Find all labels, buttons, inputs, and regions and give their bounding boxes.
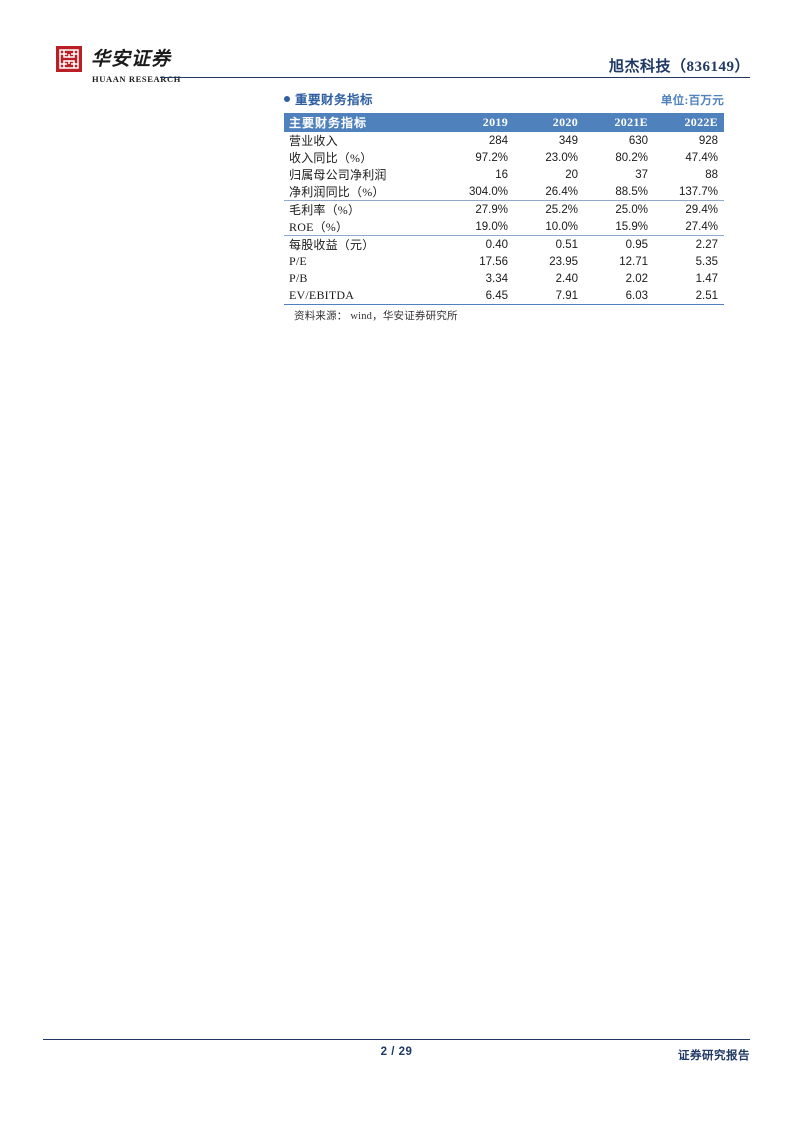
row-value: 12.71	[619, 255, 648, 268]
row-value: 349	[558, 134, 578, 147]
table-caption-row: 重要财务指标 单位:百万元	[284, 90, 724, 108]
row-value: 47.4%	[685, 151, 718, 164]
table-row: P/B 3.34 2.40 2.02 1.47	[284, 270, 724, 287]
table-row: 毛利率（%） 27.9% 25.2% 25.0% 29.4%	[284, 201, 724, 219]
row-value: 15.9%	[584, 218, 654, 236]
row-value: 6.45	[444, 287, 514, 305]
header-divider	[160, 77, 750, 78]
logo-row: 华安证券	[56, 46, 171, 72]
report-label: 证券研究报告	[678, 1050, 750, 1062]
row-value: 10.0%	[514, 218, 584, 236]
column-header-label: 主要财务指标	[284, 113, 444, 132]
row-label: 每股收益（元）	[289, 238, 375, 252]
row-label: 营业收入	[289, 134, 338, 148]
row-label: 收入同比（%）	[289, 151, 373, 165]
table-row: 收入同比（%） 97.2% 23.0% 80.2% 47.4%	[284, 149, 724, 166]
row-label: EV/EBITDA	[284, 287, 444, 305]
table-unit-note: 单位:百万元	[660, 95, 724, 107]
table-row: EV/EBITDA 6.45 7.91 6.03 2.51	[284, 287, 724, 305]
row-value: 1.47	[695, 272, 718, 285]
page-number: 2 / 29	[380, 1046, 413, 1058]
row-value: 284	[488, 134, 508, 147]
row-value: 27.9%	[475, 203, 508, 216]
table-header: 主要财务指标 2019 2020 2021E 2022E	[284, 113, 724, 132]
row-value: 304.0%	[444, 183, 514, 201]
page-footer: 2 / 29 证券研究报告	[0, 1032, 793, 1122]
row-label: 毛利率（%）	[289, 203, 361, 217]
row-value: 630	[628, 134, 648, 147]
row-label: 净利润同比（%）	[284, 183, 444, 201]
row-value: 80.2%	[615, 151, 648, 164]
row-value: 137.7%	[654, 183, 724, 201]
table-caption: 重要财务指标	[284, 89, 373, 108]
column-header-2022e: 2022E	[654, 113, 724, 132]
bullet-icon	[284, 95, 290, 102]
footer-divider	[43, 1039, 750, 1040]
table-source-note: 资料来源： wind，华安证券研究所	[294, 311, 458, 322]
row-value: 26.4%	[514, 183, 584, 201]
row-value: 5.35	[695, 255, 718, 268]
row-value: 0.40	[485, 238, 508, 251]
row-value: 7.91	[514, 287, 584, 305]
row-value: 0.95	[625, 238, 648, 251]
row-value: 928	[698, 134, 718, 147]
table-row: ROE（%） 19.0% 10.0% 15.9% 27.4%	[284, 218, 724, 236]
row-label: 归属母公司净利润	[289, 168, 387, 182]
table-header-row: 主要财务指标 2019 2020 2021E 2022E	[284, 113, 724, 132]
row-value: 2.27	[695, 238, 718, 251]
table-row: P/E 17.56 23.95 12.71 5.35	[284, 253, 724, 270]
row-value: 97.2%	[475, 151, 508, 164]
row-value: 6.03	[584, 287, 654, 305]
page-header: 华安证券 HUAAN RESEARCH 旭杰科技（836149）	[0, 0, 793, 86]
row-value: 23.0%	[545, 151, 578, 164]
row-value: 37	[635, 168, 648, 181]
logo-wordmark: 华安证券	[91, 48, 172, 70]
row-value: 16	[495, 168, 508, 181]
row-value: 88.5%	[584, 183, 654, 201]
table-row: 每股收益（元） 0.40 0.51 0.95 2.27	[284, 236, 724, 254]
financial-summary-block: 重要财务指标 单位:百万元 主要财务指标 2019 2020 2021E 202…	[284, 90, 724, 323]
column-header-2020: 2020	[514, 113, 584, 132]
row-label: ROE（%）	[284, 218, 444, 236]
row-label: P/B	[289, 271, 308, 285]
row-value: 19.0%	[444, 218, 514, 236]
table-row: 归属母公司净利润 16 20 37 88	[284, 166, 724, 183]
row-value: 23.95	[549, 255, 578, 268]
document-title: 旭杰科技（836149）	[608, 59, 750, 75]
logo-subtitle: HUAAN RESEARCH	[92, 74, 181, 84]
table-row: 净利润同比（%） 304.0% 26.4% 88.5% 137.7%	[284, 183, 724, 201]
table-body: 营业收入 284 349 630 928 收入同比（%） 97.2% 23.0%…	[284, 132, 724, 305]
huaan-seal-icon	[56, 46, 82, 72]
table-caption-text: 重要财务指标	[295, 93, 374, 107]
column-header-2019: 2019	[444, 113, 514, 132]
row-value: 25.0%	[615, 203, 648, 216]
column-header-2021e: 2021E	[584, 113, 654, 132]
row-value: 2.02	[625, 272, 648, 285]
row-value: 29.4%	[685, 203, 718, 216]
row-value: 88	[705, 168, 718, 181]
row-value: 0.51	[555, 238, 578, 251]
row-label: P/E	[289, 254, 307, 268]
row-value: 2.51	[654, 287, 724, 305]
row-value: 17.56	[479, 255, 508, 268]
row-value: 20	[565, 168, 578, 181]
financial-indicators-table: 主要财务指标 2019 2020 2021E 2022E 营业收入 284 34…	[284, 113, 724, 305]
row-value: 27.4%	[654, 218, 724, 236]
table-row: 营业收入 284 349 630 928	[284, 132, 724, 149]
row-value: 2.40	[555, 272, 578, 285]
row-value: 3.34	[485, 272, 508, 285]
brand-logo: 华安证券 HUAAN RESEARCH	[56, 46, 181, 84]
row-value: 25.2%	[545, 203, 578, 216]
